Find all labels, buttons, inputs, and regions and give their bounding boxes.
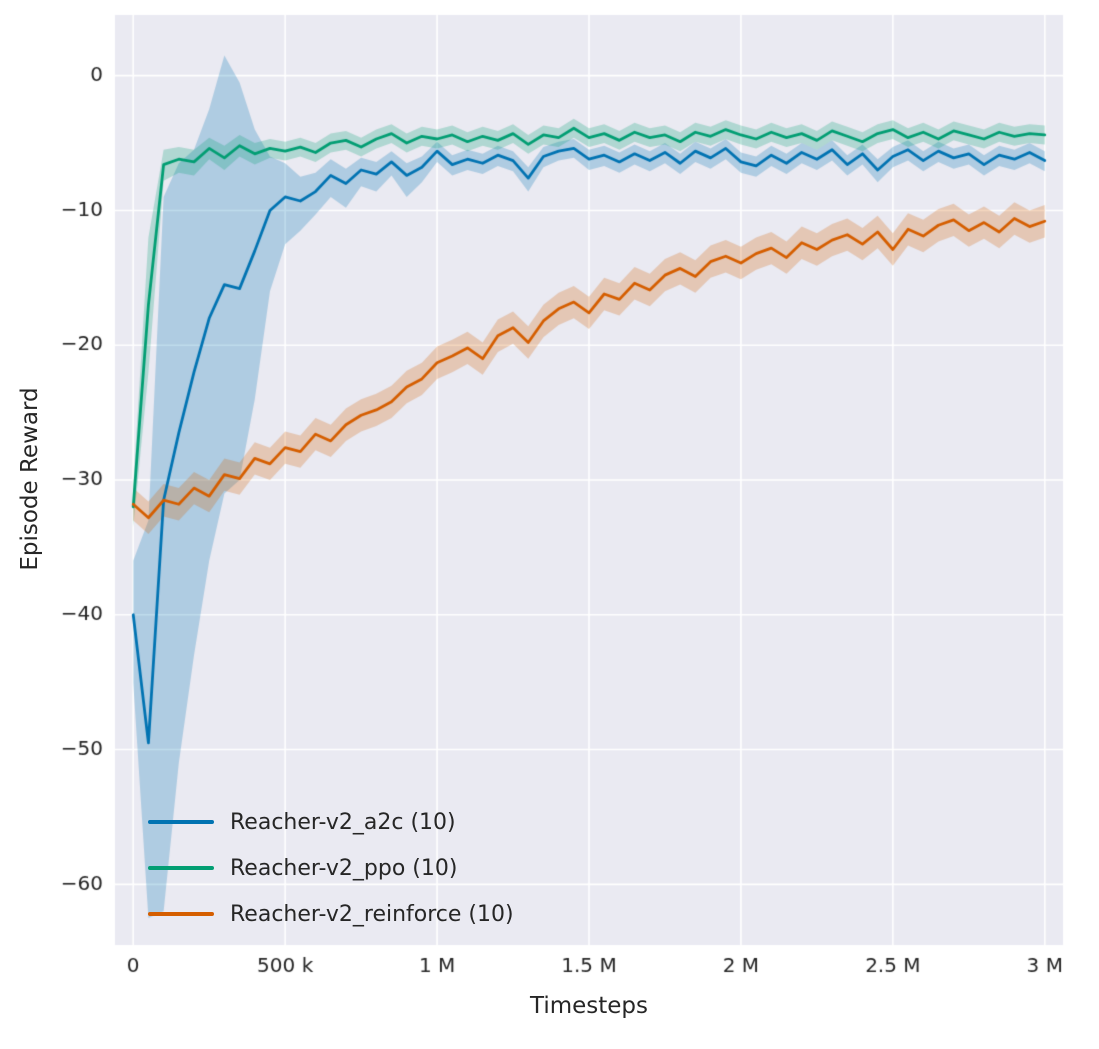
legend-line-swatch (148, 866, 214, 870)
legend-item: Reacher-v2_a2c (10) (148, 806, 514, 838)
legend: Reacher-v2_a2c (10) Reacher-v2_ppo (10) Re… (148, 806, 514, 930)
legend-line-swatch (148, 820, 214, 824)
legend-label: Reacher-v2_ppo (10) (230, 855, 458, 881)
legend-item: Reacher-v2_reinforce (10) (148, 898, 514, 930)
y-axis-label: Episode Reward (17, 387, 43, 571)
legend-line-swatch (148, 912, 214, 916)
legend-item: Reacher-v2_ppo (10) (148, 852, 514, 884)
legend-label: Reacher-v2_reinforce (10) (230, 901, 514, 927)
legend-label: Reacher-v2_a2c (10) (230, 809, 456, 835)
x-axis-label: Timesteps (529, 993, 649, 1019)
